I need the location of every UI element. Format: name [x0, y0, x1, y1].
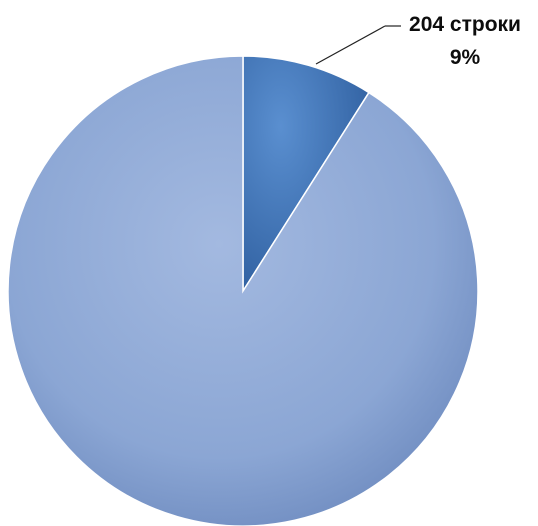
data-label-leader-line [315, 25, 386, 65]
slice-label-percent: 9% [450, 46, 481, 69]
pie-slice-204-stroki [242, 55, 370, 294]
slice-label-name: 204 строки [409, 13, 521, 36]
pie-slice-other [7, 55, 479, 526]
pie-slices [7, 55, 479, 526]
